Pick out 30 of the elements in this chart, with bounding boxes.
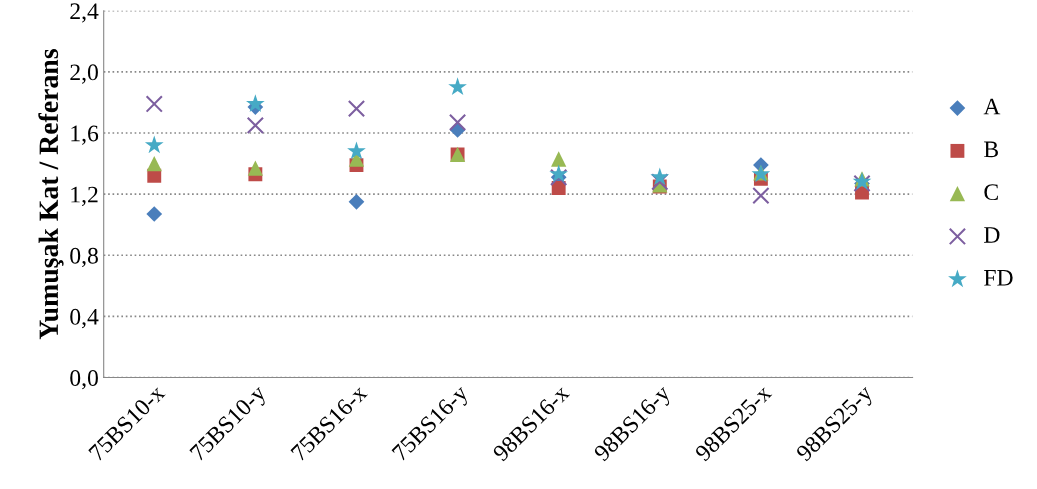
- point: [551, 151, 567, 167]
- point: [549, 164, 569, 183]
- point: [145, 95, 163, 113]
- y-tick-label: 1,6: [71, 125, 99, 145]
- point: [650, 167, 670, 186]
- y-tick-label: 0,8: [70, 247, 98, 268]
- y-tick-label: 1,2: [71, 186, 98, 206]
- legend-label: A: [983, 98, 1001, 115]
- point: [347, 141, 366, 160]
- legend-label: C: [984, 184, 998, 201]
- y-tick-label: 2,4: [70, 3, 99, 23]
- point: [348, 193, 365, 210]
- point: [247, 160, 263, 176]
- point: [146, 206, 163, 222]
- point: [651, 173, 669, 191]
- legend-label: D: [984, 227, 1000, 243]
- point: [146, 155, 162, 172]
- legend-label: FD: [984, 270, 1013, 286]
- point: [448, 77, 467, 96]
- y-tick-label: 0,0: [70, 370, 98, 390]
- point: [144, 135, 164, 154]
- y-tick-label: 2,0: [70, 64, 98, 84]
- point: [246, 94, 265, 112]
- y-axis-title: Yumuşak Kat / Referans: [38, 49, 64, 340]
- y-tick-label: 0,4: [70, 308, 99, 329]
- point: [752, 186, 770, 205]
- legend-label: B: [984, 141, 998, 158]
- point: [347, 99, 366, 118]
- point: [448, 113, 467, 131]
- point: [246, 116, 265, 135]
